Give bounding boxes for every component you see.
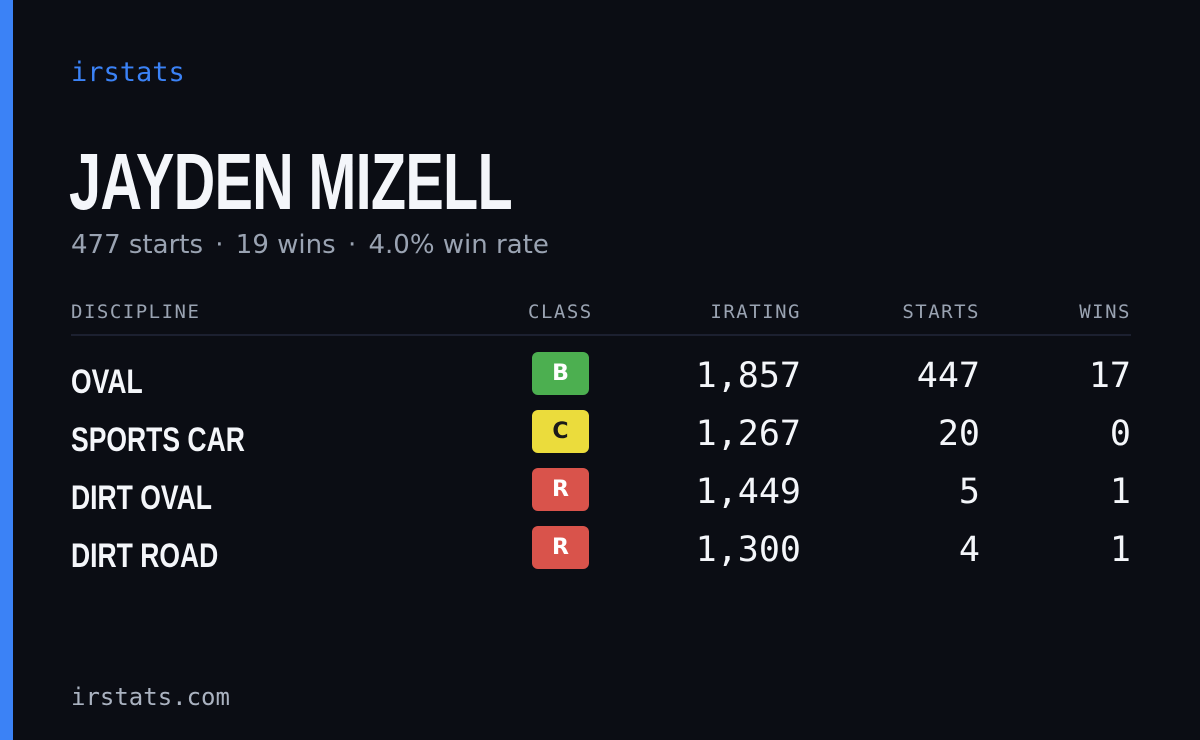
wins-value: 17 [1088, 356, 1131, 396]
table-row: DIRT OVAL R 1,449 5 1 [71, 468, 1131, 526]
summary-win-rate: 4.0% win rate [368, 230, 549, 260]
discipline-table: DISCIPLINE CLASS IRATING STARTS WINS OVA… [71, 296, 1131, 584]
player-summary: 477 starts · 19 wins · 4.0% win rate [71, 228, 549, 262]
wins-value: 1 [1109, 530, 1131, 570]
starts-value: 20 [937, 414, 980, 454]
irating-value: 1,300 [695, 530, 801, 570]
header-discipline: DISCIPLINE [71, 301, 201, 323]
header-starts: STARTS [902, 301, 980, 323]
irating-value: 1,267 [695, 414, 801, 454]
table-row: DIRT ROAD R 1,300 4 1 [71, 526, 1131, 584]
wins-value: 0 [1109, 414, 1131, 454]
summary-separator: · [347, 230, 357, 260]
discipline-name: DIRT ROAD [71, 537, 219, 575]
discipline-name: DIRT OVAL [71, 479, 212, 517]
header-wins: WINS [1079, 301, 1131, 323]
summary-separator: · [215, 230, 224, 260]
summary-starts: 477 starts [71, 230, 203, 260]
class-badge: R [532, 468, 589, 511]
header-irating: IRATING [710, 301, 801, 323]
discipline-name: OVAL [71, 363, 143, 401]
irating-value: 1,857 [695, 356, 801, 396]
footer-domain-link[interactable]: irstats.com [71, 683, 230, 711]
class-badge: B [532, 352, 589, 395]
accent-bar [0, 0, 13, 740]
player-name: JAYDEN MIZELL [69, 137, 513, 226]
discipline-name: SPORTS CAR [71, 421, 245, 459]
irating-value: 1,449 [695, 472, 801, 512]
table-row: OVAL B 1,857 447 17 [71, 352, 1131, 410]
starts-value: 447 [916, 356, 980, 396]
class-badge: R [532, 526, 589, 569]
brand-logo[interactable]: irstats [71, 57, 185, 88]
starts-value: 4 [958, 530, 980, 570]
wins-value: 1 [1109, 472, 1131, 512]
table-row: SPORTS CAR C 1,267 20 0 [71, 410, 1131, 468]
summary-wins: 19 wins [235, 230, 336, 260]
table-header: DISCIPLINE CLASS IRATING STARTS WINS [71, 296, 1131, 336]
header-class: CLASS [528, 301, 593, 323]
class-badge: C [532, 410, 589, 453]
table-body: OVAL B 1,857 447 17 SPORTS CAR C 1,267 2… [71, 352, 1131, 584]
starts-value: 5 [958, 472, 980, 512]
